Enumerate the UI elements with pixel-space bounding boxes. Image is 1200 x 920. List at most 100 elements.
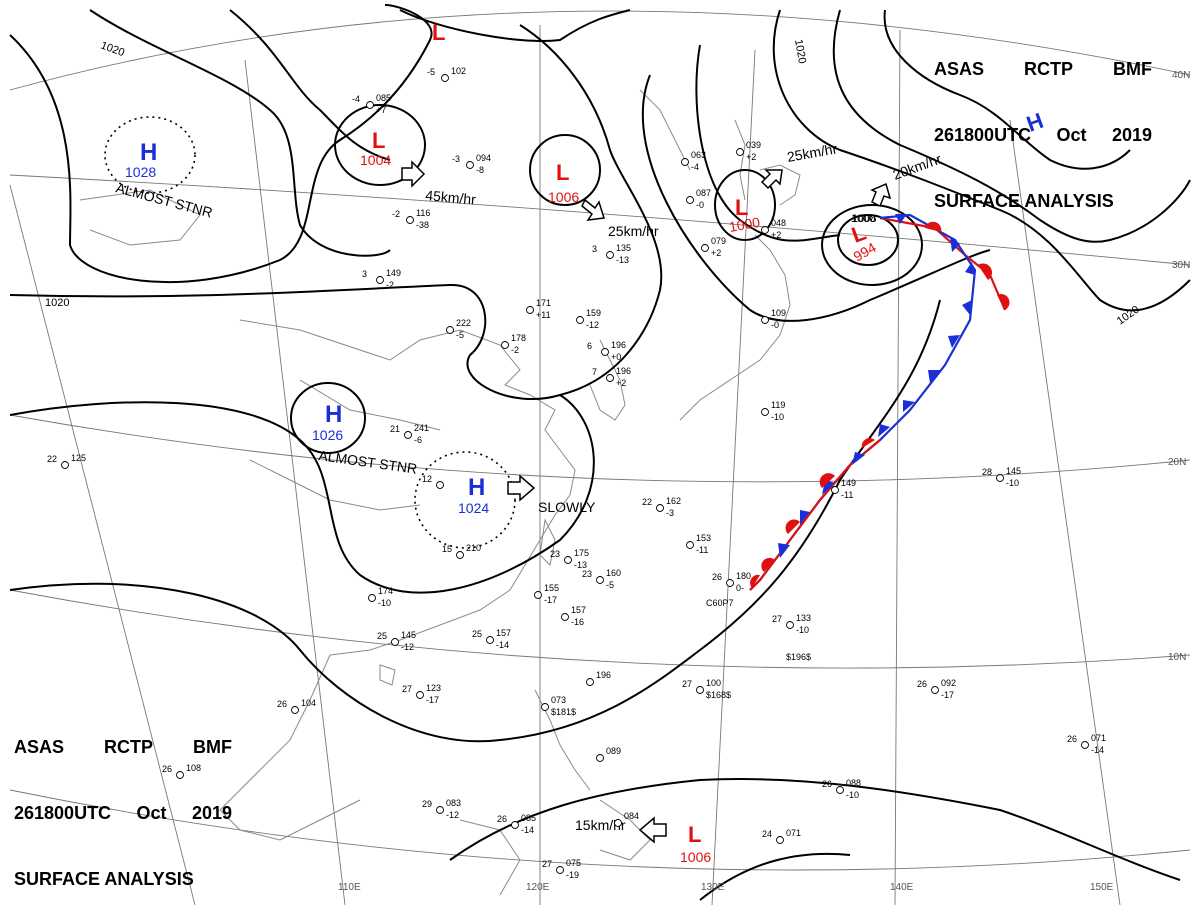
station-plot: 073 $181$ [541,695,576,717]
isobar-2 [9,394,595,594]
station-plot: 27 123 -17 [402,683,441,705]
station-tendency: -5 [606,580,614,590]
station-circle-icon [466,161,474,169]
station-circle-icon [176,771,184,779]
station-plot: 23 175 -13 [550,548,589,570]
station-tendency: -12 [446,810,459,820]
coast-hainan [379,664,396,686]
motion-arrow-icon [870,182,892,208]
motion-arrow-icon [760,169,783,190]
isobar-1 [9,24,663,400]
station-pressure: 160 [606,568,621,578]
station-temp: 26 [822,779,832,789]
lon-label: 150E [1090,882,1114,893]
system-note: SLOWLY [538,499,596,515]
station-plot: 12 [422,474,444,489]
lat-line-0 [9,789,1191,871]
station-plot: -4 085 +7 [352,93,391,115]
station-circle-icon [996,474,1004,482]
station-pressure: 222 [456,318,471,328]
title-time: 261800UTC [934,125,1032,145]
station-pressure: 048 [771,218,786,228]
station-plot: 22 162 -3 [642,496,681,518]
station-pressure: 155 [544,583,559,593]
isobar-label: 1000 [851,213,875,225]
station-circle-icon [931,686,939,694]
lat-line-40n [9,10,1191,91]
station-circle-icon [291,706,299,714]
station-pressure: 108 [186,763,201,773]
warm-front-bump [785,519,800,534]
isobar-high-1026 [290,382,366,454]
station-temp: 25 [377,631,387,641]
station-circle-icon [441,74,449,82]
isobar-14 [699,852,851,901]
station-circle-icon [391,638,399,646]
warm-front-bump [978,263,993,280]
isobar-11 [832,9,1191,243]
lon-line-150e [1009,119,1121,906]
warm-front-semicircles [750,221,1010,588]
station-circle-icon [436,806,444,814]
station-tendency: $181$ [551,707,576,717]
isobar-label: 1008 [852,213,876,225]
isobar-4 [9,4,433,284]
station-tendency: -11 [841,490,853,500]
station-circle-icon [761,408,769,416]
station-circle-icon [1081,741,1089,749]
title-agency: ASAS [14,737,65,757]
cold-front-triangle [928,370,940,383]
cold-front-triangle [878,424,890,437]
station-circle-icon [376,276,384,284]
station-temp: 21 [390,424,400,434]
station-pressure: 125 [71,453,86,463]
warm-front-bump [761,557,775,572]
station-tendency: -14 [521,825,534,835]
station-tendency: -13 [616,255,629,265]
isobar-13 [449,778,1181,881]
station-circle-icon [368,594,376,602]
station-plot: 25 145 -12 [377,630,416,652]
title-time: 261800UTC [14,803,112,823]
station-pressure: 071 [786,828,801,838]
station-tendency: -11 [696,545,708,555]
station-pressure: 083 [446,798,461,808]
high-marker: H [140,139,157,166]
station-pressure: 180 [736,571,751,581]
station-temp: 23 [582,569,592,579]
station-plot: 087-0 [686,188,711,210]
station-circle-icon [564,556,572,564]
station-tendency: +2 [711,248,721,258]
lon-label: 130E [701,882,725,893]
system-note: 15km/hr [575,817,626,833]
warm-front-bump [819,473,835,488]
title-station: RCTP [104,737,153,757]
system-note: 45km/hr [425,187,477,207]
station-tendency: -14 [1091,745,1104,755]
station-temp: 26 [1067,734,1077,744]
cold-front-triangle [778,543,790,558]
station-plot: 063-4 [681,150,706,172]
high-value: 1024 [458,500,489,516]
cold-front-triangles [778,214,975,558]
station-temp: 26 [917,679,927,689]
station-pressure: 196 [596,670,611,680]
station-circle-icon [556,866,564,874]
station-temp: 24 [762,829,772,839]
low-marker: L [688,822,701,847]
station-tendency: -19 [566,870,579,880]
station-plot: 26 088 -10 [822,778,861,800]
station-tendency: +7 [376,105,386,115]
coast-kamchatka [639,89,691,171]
high-marker: H [468,474,485,501]
low-marker: L [556,160,569,185]
cold-front-triangle [852,452,865,465]
station-circle-icon [686,541,694,549]
station-temp: 26 [162,764,172,774]
station-circle-icon [366,101,374,109]
station-tendency: -17 [941,690,954,700]
station-pressure: 109 [771,308,786,318]
station-plot: 155-17 [534,583,559,605]
station-plot: 222-5 [446,318,471,340]
